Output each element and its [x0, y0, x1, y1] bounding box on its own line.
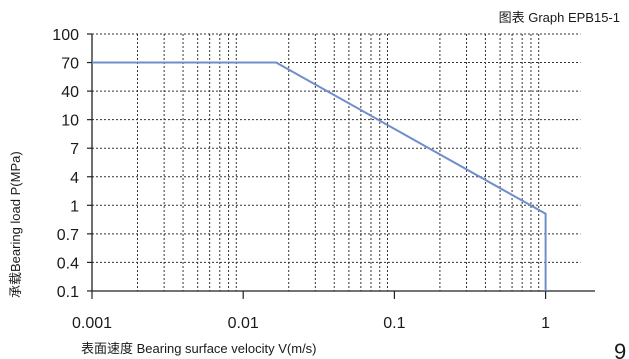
y-tick-label: 70	[61, 56, 79, 73]
y-tick-label: 0.4	[57, 255, 79, 272]
y-tick-labels: 0.1 0.4 0.7 1 4 7 10 40 70 100	[52, 27, 92, 301]
y-tick-label: 100	[52, 27, 79, 44]
y-tick-label: 40	[61, 84, 79, 101]
y-axis-label: 承载Bearing load P(MPa)	[8, 151, 23, 298]
x-axis-label: 表面速度 Bearing surface velocity V(m/s)	[81, 341, 317, 356]
y-tick-label: 0.1	[57, 284, 79, 301]
horizontal-gridlines	[92, 33, 581, 263]
y-tick-label: 0.7	[57, 227, 79, 244]
x-tick-labels: 0.001 0.01 0.1 1	[72, 290, 550, 332]
x-tick-label: 0.001	[72, 315, 112, 332]
x-tick-label: 0.01	[228, 315, 259, 332]
y-tick-label: 7	[70, 141, 79, 158]
y-tick-label: 4	[70, 170, 79, 187]
chart-title: 图表 Graph EPB15-1	[499, 10, 620, 25]
y-tick-label: 10	[61, 113, 79, 130]
x-tick-label: 1	[541, 315, 550, 332]
vertical-gridlines	[137, 34, 540, 291]
series-line	[92, 61, 547, 291]
y-tick-label: 1	[70, 198, 79, 215]
x-tick-label: 0.1	[383, 315, 405, 332]
page-number: 9	[614, 339, 626, 359]
